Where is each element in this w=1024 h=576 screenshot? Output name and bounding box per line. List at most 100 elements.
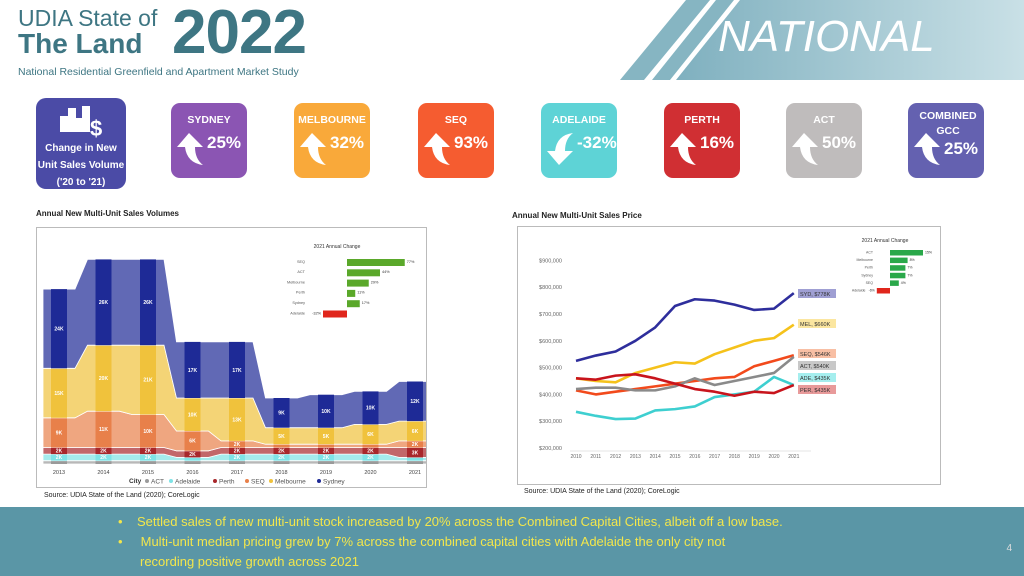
arrow-up-icon — [300, 133, 326, 165]
bar-adelaide — [273, 454, 290, 461]
line-mel — [575, 323, 795, 384]
tile-city: ADELAIDE — [552, 114, 606, 126]
tile-city: ACT — [813, 114, 835, 126]
data-label: 10K — [188, 412, 198, 418]
data-label: 12K — [410, 399, 420, 405]
bar-melbourne — [318, 427, 334, 445]
inset-category: Adelaide — [852, 289, 866, 293]
data-label: 24K — [54, 327, 64, 333]
inset-title: 2021 Annual Change — [862, 238, 909, 244]
inset-label: 4% — [901, 281, 906, 285]
tile-sydney: SYDNEY 25% — [171, 103, 247, 178]
bullet-2-cont: recording positive growth across 2021 — [140, 554, 359, 569]
bar-perth — [407, 447, 423, 458]
data-label: 9K — [278, 411, 285, 417]
data-label: 2K — [278, 455, 285, 461]
bar-melbourne — [184, 398, 201, 431]
bar-seq — [184, 431, 201, 451]
data-label: 5K — [323, 434, 330, 440]
data-label: 2K — [145, 449, 152, 455]
inset-category: ACT — [297, 270, 305, 274]
bar-sydney — [273, 398, 290, 428]
x-tick: 2011 — [590, 454, 601, 460]
inset-category: Adelaide — [290, 311, 305, 315]
x-tick: 2013 — [53, 470, 65, 476]
volume-chart: 2K 2K 2K 2K 2K 2K 2K 2K 2K 2K 2K 2K 2K 2K 2K 3K 9K 11K 10K… — [36, 227, 432, 488]
y-tick: $800,000 — [539, 285, 562, 291]
bar-act — [184, 460, 201, 464]
bar-act — [273, 460, 290, 464]
title-line1: UDIA State of — [18, 5, 158, 31]
bar-act — [229, 460, 245, 464]
bar-sydney — [229, 341, 245, 398]
data-label: 2K — [234, 455, 241, 461]
tile-value: 25% — [944, 139, 979, 158]
bar-perth — [273, 447, 290, 455]
bar-act — [407, 460, 423, 464]
bar-melbourne — [229, 398, 245, 441]
data-label: 2K — [367, 455, 374, 461]
data-label: 6K — [412, 429, 419, 435]
inset-bar — [323, 310, 347, 318]
bar-sydney — [140, 259, 156, 346]
legend-melbourne: Melbourne — [275, 479, 306, 486]
data-label: 2K — [234, 449, 241, 455]
intro-line1: Change in New — [45, 143, 117, 154]
x-tick: 2014 — [650, 454, 661, 460]
data-label: 10K — [143, 429, 153, 435]
series-label-mel: MEL, $660K — [800, 322, 831, 328]
bar-perth — [318, 447, 334, 455]
tile-city: PERTH — [684, 114, 720, 126]
x-tick: 2019 — [320, 470, 332, 476]
data-label: 11K — [99, 427, 108, 433]
arrow-down-icon — [547, 133, 573, 165]
data-label: 26K — [99, 300, 109, 306]
bullet-2: • Multi-unit median pricing grew by 7% a… — [118, 534, 726, 549]
bar-act — [362, 460, 379, 464]
legend-sydney: Sydney — [323, 479, 345, 486]
x-tick: 2018 — [275, 470, 287, 476]
intro-tile: $ Change in New Unit Sales Volume ('20 t… — [36, 98, 126, 189]
data-label: 2K — [278, 449, 285, 455]
bar-seq — [318, 444, 334, 448]
inset-label: -6% — [869, 289, 875, 293]
data-label: 10K — [321, 409, 331, 415]
legend-title: City — [129, 478, 142, 485]
series-label-bg — [798, 289, 836, 298]
inset-bar — [890, 250, 923, 256]
line-per — [575, 373, 795, 398]
inset-category: Perth — [865, 266, 873, 270]
bar-adelaide — [95, 454, 112, 461]
inset-label: 29% — [371, 280, 379, 284]
series-label-per: PER, $435K — [800, 388, 831, 394]
inset-label: 77% — [407, 260, 415, 264]
data-label: 13K — [232, 417, 242, 423]
y-tick: $400,000 — [539, 392, 562, 398]
x-tick: 2019 — [749, 454, 760, 460]
bar-perth — [184, 450, 201, 458]
x-tick: 2020 — [768, 454, 779, 460]
tile-act: ACT 50% — [786, 103, 862, 178]
tile-value: 16% — [700, 133, 735, 152]
bar-act — [51, 460, 67, 464]
tile-seq: SEQ 93% — [418, 103, 494, 178]
inset-bar — [890, 257, 908, 264]
series-label-act: ACT, $540K — [800, 364, 830, 370]
arrow-up-icon — [914, 133, 940, 165]
y-tick: $600,000 — [539, 339, 562, 345]
bar-seq — [51, 417, 67, 448]
arrow-up-icon — [792, 133, 818, 165]
bar-seq — [140, 414, 156, 448]
inset-label: 7% — [907, 266, 912, 270]
inset-label: 44% — [382, 270, 390, 274]
line-syd — [575, 292, 795, 363]
legend-marker — [317, 479, 321, 483]
bar-melbourne — [140, 345, 156, 415]
data-label: 6K — [367, 432, 374, 438]
data-label: 3K — [412, 450, 419, 456]
data-label: 17K — [188, 368, 198, 374]
bar-melbourne — [407, 421, 423, 441]
inset-bar — [347, 279, 369, 287]
title-year: 2022 — [172, 0, 307, 67]
price-chart: $200,000 $300,000 $400,000 $500,000 $600,000… — [517, 226, 941, 485]
